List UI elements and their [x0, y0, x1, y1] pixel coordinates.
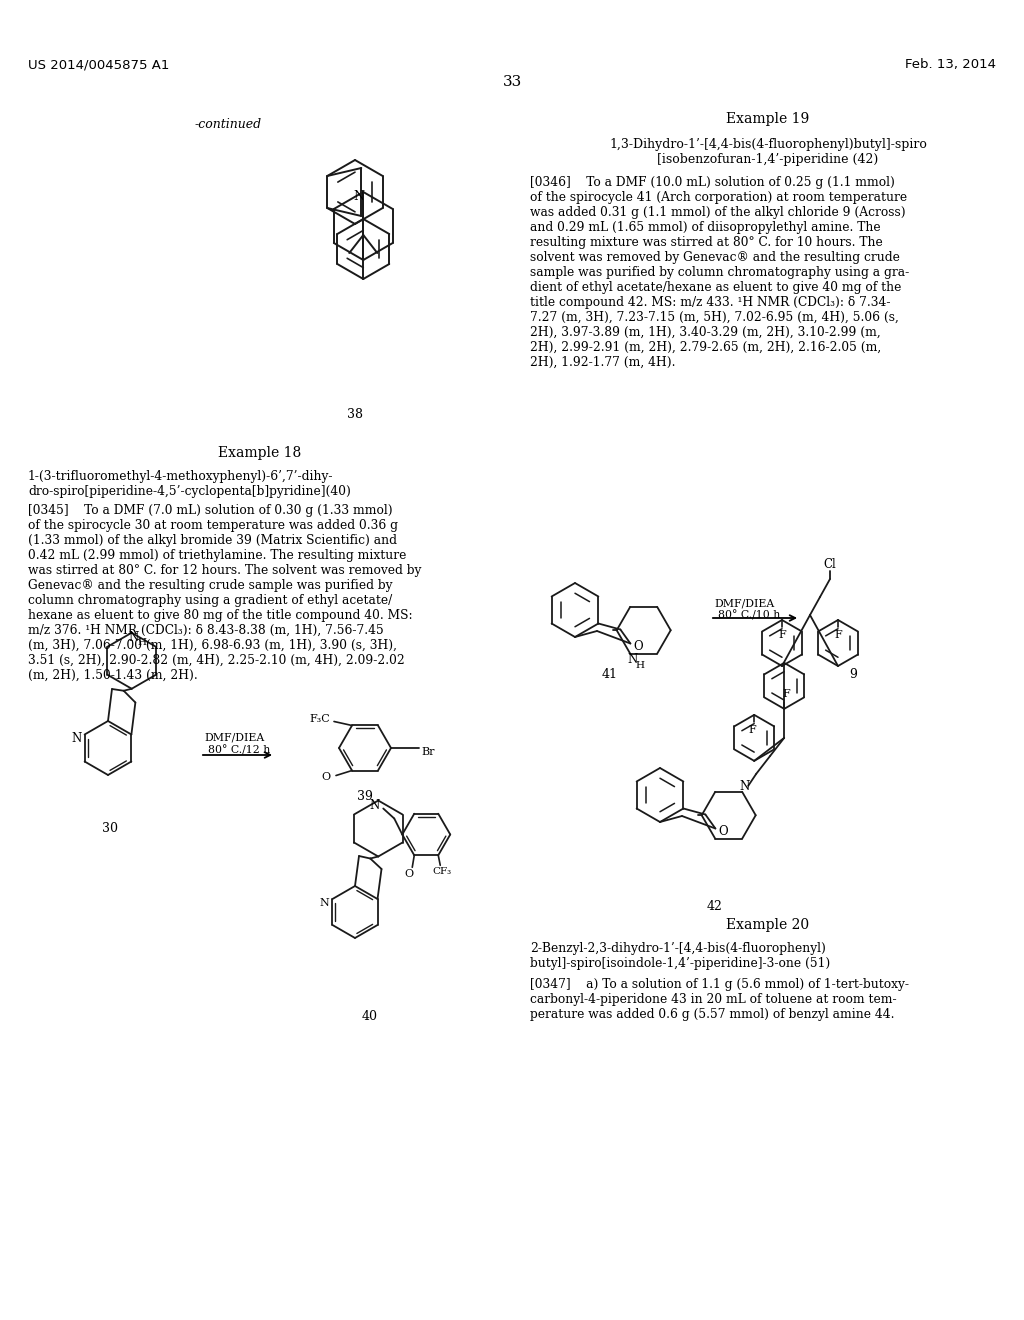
- Text: H: H: [137, 639, 146, 647]
- Text: [0347]    a) To a solution of 1.1 g (5.6 mmol) of 1-tert-butoxy-
carbonyl-4-pipe: [0347] a) To a solution of 1.1 g (5.6 mm…: [530, 978, 909, 1020]
- Text: 39: 39: [357, 789, 373, 803]
- Text: [0346]    To a DMF (10.0 mL) solution of 0.25 g (1.1 mmol)
of the spirocycle 41 : [0346] To a DMF (10.0 mL) solution of 0.…: [530, 176, 909, 370]
- Text: 30: 30: [102, 822, 118, 836]
- Text: Cl: Cl: [823, 558, 837, 572]
- Text: DMF/DIEA: DMF/DIEA: [714, 598, 774, 609]
- Text: N: N: [353, 190, 365, 202]
- Text: 41: 41: [602, 668, 618, 681]
- Text: 2-Benzyl-2,3-dihydro-1’-[4,4-bis(4-fluorophenyl)
butyl]-spiro[isoindole-1,4’-pip: 2-Benzyl-2,3-dihydro-1’-[4,4-bis(4-fluor…: [530, 942, 830, 970]
- Text: N: N: [369, 799, 379, 812]
- Text: F: F: [749, 725, 756, 735]
- Text: [0345]    To a DMF (7.0 mL) solution of 0.30 g (1.33 mmol)
of the spirocycle 30 : [0345] To a DMF (7.0 mL) solution of 0.3…: [28, 504, 421, 682]
- Text: H: H: [636, 661, 645, 671]
- Text: Example 19: Example 19: [726, 112, 810, 125]
- Text: N: N: [72, 733, 82, 744]
- Text: F: F: [778, 630, 785, 640]
- Text: O: O: [404, 870, 414, 879]
- Text: N: N: [627, 653, 637, 667]
- Text: US 2014/0045875 A1: US 2014/0045875 A1: [28, 58, 169, 71]
- Text: 38: 38: [347, 408, 362, 421]
- Text: O: O: [719, 825, 728, 838]
- Text: 1,3-Dihydro-1’-[4,4-bis(4-fluorophenyl)butyl]-spiro
[isobenzofuran-1,4’-piperidi: 1,3-Dihydro-1’-[4,4-bis(4-fluorophenyl)b…: [609, 139, 927, 166]
- Text: F: F: [835, 630, 842, 640]
- Text: F: F: [782, 689, 791, 698]
- Text: N: N: [739, 780, 750, 793]
- Text: CF₃: CF₃: [433, 867, 452, 876]
- Text: 9: 9: [849, 668, 857, 681]
- Text: Br: Br: [421, 747, 434, 756]
- Text: N: N: [319, 898, 330, 908]
- Text: Example 18: Example 18: [218, 446, 302, 459]
- Text: 80° C./10 h: 80° C./10 h: [718, 610, 780, 620]
- Text: 33: 33: [503, 75, 521, 88]
- Text: 40: 40: [362, 1010, 378, 1023]
- Text: 1-(3-trifluoromethyl-4-methoxyphenyl)-6’,7’-dihy-
dro-spiro[piperidine-4,5’-cycl: 1-(3-trifluoromethyl-4-methoxyphenyl)-6’…: [28, 470, 351, 498]
- Text: Example 20: Example 20: [726, 917, 810, 932]
- Text: F₃C: F₃C: [309, 714, 330, 725]
- Text: -continued: -continued: [195, 117, 262, 131]
- Text: 42: 42: [707, 900, 723, 913]
- Text: Feb. 13, 2014: Feb. 13, 2014: [905, 58, 996, 71]
- Text: O: O: [634, 640, 643, 653]
- Text: 80° C./12 h: 80° C./12 h: [208, 744, 270, 755]
- Text: N: N: [129, 631, 139, 644]
- Text: O: O: [321, 771, 330, 781]
- Text: DMF/DIEA: DMF/DIEA: [204, 733, 264, 743]
